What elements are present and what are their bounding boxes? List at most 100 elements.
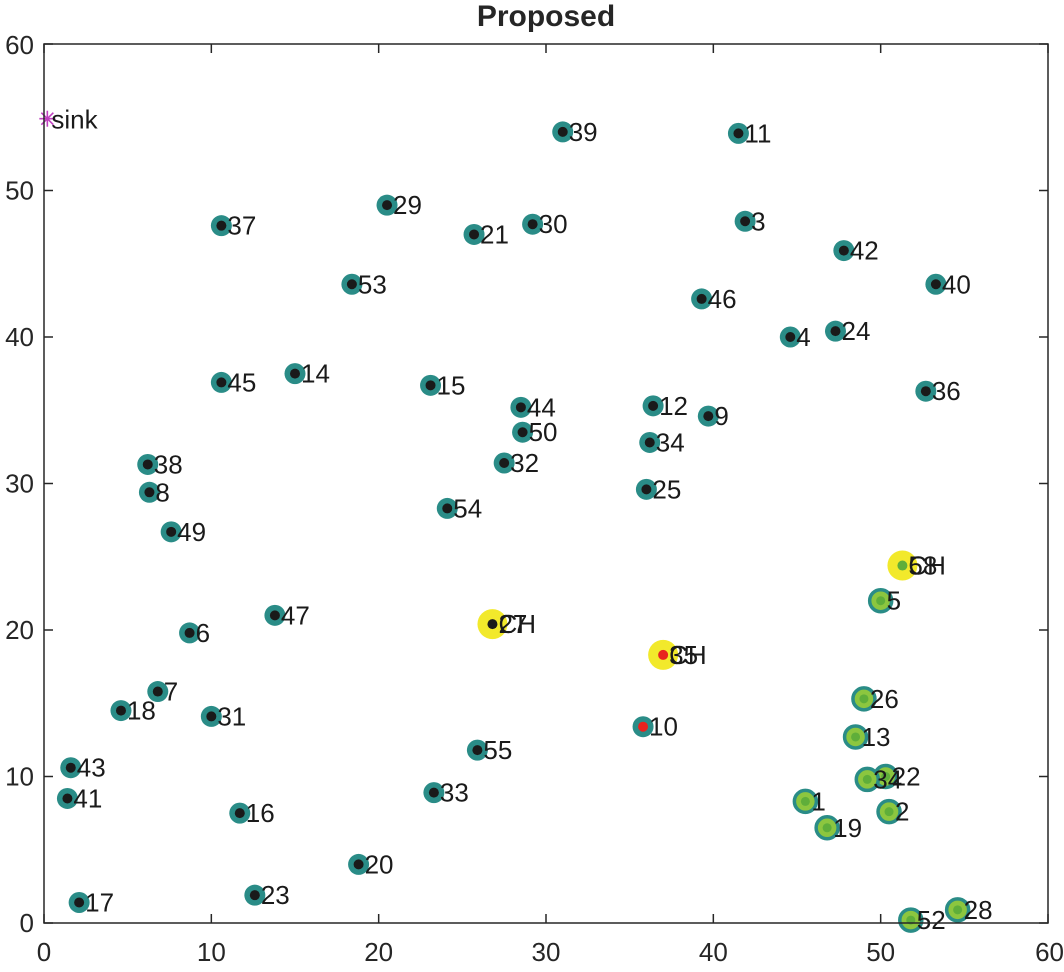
x-tick-label: 40 (699, 937, 728, 967)
y-tick-label: 40 (5, 322, 34, 352)
node-center-dot (499, 457, 510, 468)
node-center-dot (644, 437, 655, 448)
node-id-label: 32 (510, 448, 539, 478)
node-id-label: 38 (154, 449, 183, 479)
node-id-label: 54 (453, 493, 482, 523)
node-id-label: 11 (744, 118, 771, 148)
node-center-dot (658, 649, 669, 660)
x-tick-label: 60 (1035, 937, 1064, 967)
node-id-label: 58 (908, 551, 937, 581)
node-center-dot (733, 128, 744, 139)
x-tick-label: 50 (866, 937, 895, 967)
plot-frame (43, 43, 1049, 924)
node-id-label: 24 (841, 316, 870, 346)
node-center-dot (703, 411, 714, 422)
node-id-label: 45 (227, 367, 256, 397)
y-tick-label: 60 (5, 30, 34, 60)
node-center-dot (249, 890, 260, 901)
node-center-dot (142, 459, 153, 470)
node-center-dot (62, 793, 73, 804)
node-id-label: 28 (964, 895, 993, 925)
node-id-label: 36 (932, 376, 961, 406)
node-id-label: 43 (77, 753, 106, 783)
node-center-dot (696, 293, 707, 304)
node-center-dot (830, 326, 841, 337)
node-center-dot (152, 686, 163, 697)
node-center-dot (346, 279, 357, 290)
node-center-dot (862, 774, 872, 784)
cluster-head-label: CH (498, 609, 536, 639)
node-center-dot (851, 732, 861, 742)
node-id-label: 8 (155, 477, 169, 507)
node-id-label: 39 (569, 117, 598, 147)
node-center-dot (487, 619, 498, 630)
node-center-dot (65, 762, 76, 773)
node-id-label: 31 (217, 701, 246, 731)
node-id-label: 41 (73, 783, 102, 813)
node-center-dot (884, 807, 894, 817)
node-center-dot (442, 503, 453, 514)
node-center-dot (353, 859, 364, 870)
node-id-label: 23 (261, 880, 290, 910)
x-tick-label: 10 (197, 937, 226, 967)
node-id-label: 18 (127, 696, 156, 726)
node-id-label: 25 (652, 474, 681, 504)
node-id-label: 7 (164, 677, 178, 707)
node-id-label: 10 (649, 712, 678, 742)
node-id-label: 2 (895, 797, 909, 827)
node-id-label: 53 (358, 269, 387, 299)
node-center-dot (290, 368, 300, 379)
node-id-label: 50 (529, 417, 558, 447)
y-tick-label: 50 (5, 176, 34, 206)
node-id-label: 34 (656, 427, 685, 457)
node-id-label: 6 (196, 618, 210, 648)
node-center-dot (897, 560, 908, 571)
node-center-dot (234, 808, 245, 819)
node-id-label: 34 (873, 764, 902, 794)
node-center-dot (115, 705, 126, 716)
node-id-label: 3 (751, 206, 765, 236)
node-id-label: 20 (365, 849, 394, 879)
node-center-dot (953, 905, 963, 915)
y-tick-label: 10 (5, 762, 34, 792)
x-tick-label: 0 (37, 937, 51, 967)
node-center-dot (382, 200, 393, 211)
node-center-dot (800, 796, 810, 806)
x-tick-label: 30 (532, 937, 561, 967)
node-center-dot (881, 772, 891, 781)
node-center-dot (144, 487, 155, 498)
y-tick-label: 30 (5, 469, 34, 499)
node-id-label: 22 (892, 762, 921, 792)
node-id-label: 12 (659, 391, 688, 421)
node-center-dot (425, 380, 436, 391)
node-id-label: 21 (480, 219, 509, 249)
node-center-dot (216, 220, 227, 231)
node-id-label: 47 (281, 600, 310, 630)
cluster-head-label: CH (669, 640, 707, 670)
y-tick-label: 20 (5, 615, 34, 645)
node-center-dot (74, 897, 85, 908)
sensor-nodes (39, 110, 971, 933)
axis-ticks: 0 10 20 30 40 50 60 0 10 20 30 40 50 60 (5, 30, 1064, 967)
node-id-label: 29 (393, 190, 422, 220)
node-id-label: 44 (527, 392, 556, 422)
sink-label: sink (51, 105, 98, 135)
node-center-dot (641, 484, 652, 495)
node-id-label: 46 (708, 284, 737, 314)
node-center-dot (216, 377, 227, 388)
node-id-label: 27 (498, 609, 527, 639)
node-center-dot (638, 721, 649, 732)
node-center-dot (206, 711, 217, 722)
node-id-label: 42 (850, 236, 879, 266)
node-center-dot (930, 279, 941, 290)
node-center-dot (527, 219, 538, 230)
cluster-head-label: CH (908, 551, 946, 581)
node-id-label: 30 (539, 209, 568, 239)
node-center-dot (785, 332, 796, 342)
node-center-dot (166, 526, 177, 537)
y-tick-label: 0 (20, 908, 34, 938)
node-id-label: 55 (483, 735, 512, 765)
node-id-label: 5 (887, 586, 901, 616)
